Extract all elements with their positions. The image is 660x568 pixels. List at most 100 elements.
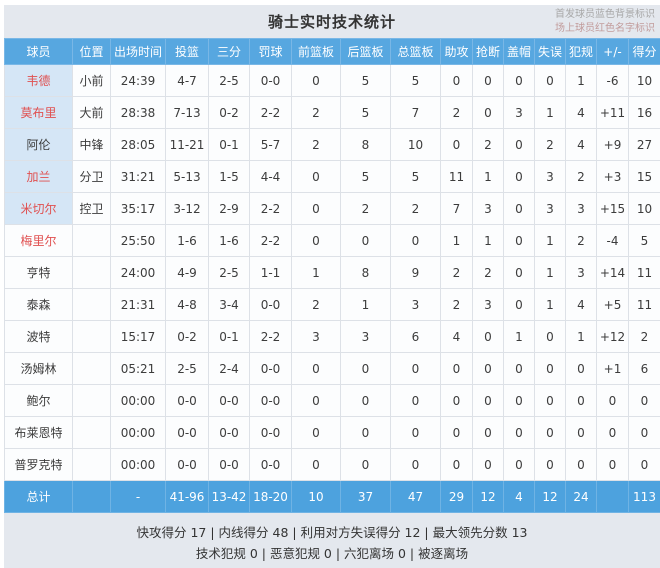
stat-cell: 1 — [291, 256, 341, 289]
stat-cell — [596, 480, 629, 513]
stat-cell: 4 — [503, 480, 535, 513]
stat-cell: 4 — [565, 288, 597, 321]
stat-cell: 0 — [565, 416, 597, 449]
team-summary: 快攻得分 17 | 内线得分 48 | 利用对方失误得分 12 | 最大领先分数… — [4, 513, 660, 564]
stat-cell: 0 — [291, 448, 341, 481]
stat-cell: 3 — [291, 320, 341, 353]
stat-cell: 0 — [472, 64, 504, 97]
stat-cell: 4 — [565, 128, 597, 161]
stat-cell: 13-42 — [208, 480, 250, 513]
stat-cell: 29 — [440, 480, 473, 513]
stat-cell: 4 — [565, 96, 597, 129]
stat-cell: 1 — [503, 320, 535, 353]
stat-cell: 0 — [534, 64, 566, 97]
stat-cell: 4-7 — [165, 64, 209, 97]
stat-cell: 11-21 — [165, 128, 209, 161]
stat-cell: 11 — [628, 256, 660, 289]
summary-line-1: 快攻得分 17 | 内线得分 48 | 利用对方失误得分 12 | 最大领先分数… — [136, 525, 528, 540]
stat-cell: 2 — [390, 192, 441, 225]
stat-cell: 3 — [565, 192, 597, 225]
stat-cell: 大前 — [72, 96, 111, 129]
player-name: 鲍尔 — [4, 384, 73, 417]
stat-cell — [72, 480, 111, 513]
stat-cell: 0 — [503, 192, 535, 225]
stat-cell: 1 — [565, 64, 597, 97]
stat-cell: 8 — [340, 128, 391, 161]
stat-cell: 0 — [472, 352, 504, 385]
stat-cell: 0 — [440, 64, 473, 97]
stat-cell: 00:00 — [110, 384, 166, 417]
stat-cell: 0-0 — [249, 288, 292, 321]
stat-cell — [72, 256, 111, 289]
stat-cell: -4 — [596, 224, 629, 257]
stat-cell: 5-7 — [249, 128, 292, 161]
player-name: 莫布里 — [4, 96, 73, 129]
stat-cell: 2 — [340, 192, 391, 225]
stat-cell: 1-6 — [165, 224, 209, 257]
player-name: 波特 — [4, 320, 73, 353]
stat-cell — [72, 416, 111, 449]
stat-cell: 2-5 — [165, 352, 209, 385]
stat-cell: 小前 — [72, 64, 111, 97]
column-header: 总篮板 — [390, 38, 441, 65]
stat-cell: 0 — [596, 416, 629, 449]
stat-cell: 2-2 — [249, 320, 292, 353]
column-header: 前篮板 — [291, 38, 341, 65]
stat-cell: 0 — [440, 352, 473, 385]
table-row: 波特 15:17 0-2 0-1 2-2 3 3 6 4 0 1 0 1 +12 2 — [4, 320, 660, 353]
stat-cell — [72, 288, 111, 321]
stat-cell: 0 — [628, 416, 660, 449]
stat-cell: +12 — [596, 320, 629, 353]
totals-label: 总计 — [4, 480, 73, 513]
stat-cell: 7 — [390, 96, 441, 129]
table-row: 亨特 24:00 4-9 2-5 1-1 1 8 9 2 2 0 1 3 +14 11 — [4, 256, 660, 289]
stat-cell: 3 — [565, 256, 597, 289]
stat-cell: 12 — [472, 480, 504, 513]
stat-cell: 2-9 — [208, 192, 250, 225]
stat-cell: 11 — [440, 160, 473, 193]
stat-cell: 15:17 — [110, 320, 166, 353]
table-row: 汤姆林 05:21 2-5 2-4 0-0 0 0 0 0 0 0 0 0 +1 6 — [4, 352, 660, 385]
stat-cell: 2 — [440, 288, 473, 321]
stat-cell: 1 — [534, 96, 566, 129]
stat-cell: 11 — [628, 288, 660, 321]
legend-oncourt-note: 场上球员红色名字标识 — [555, 23, 655, 34]
stat-cell: 0 — [340, 448, 391, 481]
table-row: 阿伦 中锋 28:05 11-21 0-1 5-7 2 8 10 0 2 0 2 4 +9 27 — [4, 128, 660, 161]
stat-cell: 0 — [472, 384, 504, 417]
player-name: 泰森 — [4, 288, 73, 321]
stat-cell: 0-0 — [249, 416, 292, 449]
stat-cell: 0 — [390, 224, 441, 257]
player-name: 布莱恩特 — [4, 416, 73, 449]
stat-cell: 24 — [565, 480, 597, 513]
player-name: 阿伦 — [4, 128, 73, 161]
stat-cell: 0 — [340, 384, 391, 417]
stat-cell: 0 — [390, 384, 441, 417]
stat-cell: 2 — [291, 96, 341, 129]
stat-cell: 1 — [440, 224, 473, 257]
stat-cell: 28:38 — [110, 96, 166, 129]
stat-cell: 5 — [340, 160, 391, 193]
stat-cell: 0-0 — [249, 352, 292, 385]
stat-cell: 0 — [440, 416, 473, 449]
stat-cell: 0 — [534, 448, 566, 481]
stat-cell: 0-0 — [249, 384, 292, 417]
stat-cell: 0 — [390, 352, 441, 385]
stat-cell: 1 — [340, 288, 391, 321]
stat-cell: 0 — [472, 320, 504, 353]
column-header: 后篮板 — [340, 38, 391, 65]
stat-cell: 0-1 — [208, 320, 250, 353]
player-name: 普罗克特 — [4, 448, 73, 481]
legend: 首发球员蓝色背景标识 场上球员红色名字标识 — [555, 8, 655, 36]
column-header: 失误 — [534, 38, 566, 65]
stat-cell: +3 — [596, 160, 629, 193]
stat-cell: 0-0 — [208, 416, 250, 449]
stat-cell: 2-5 — [208, 256, 250, 289]
stat-cell: 10 — [628, 192, 660, 225]
stat-cell: 0 — [628, 448, 660, 481]
stat-cell: 1 — [534, 288, 566, 321]
stat-cell: 0 — [503, 160, 535, 193]
stat-cell: 3-12 — [165, 192, 209, 225]
stat-cell: 25:50 — [110, 224, 166, 257]
stat-cell: 1 — [472, 160, 504, 193]
